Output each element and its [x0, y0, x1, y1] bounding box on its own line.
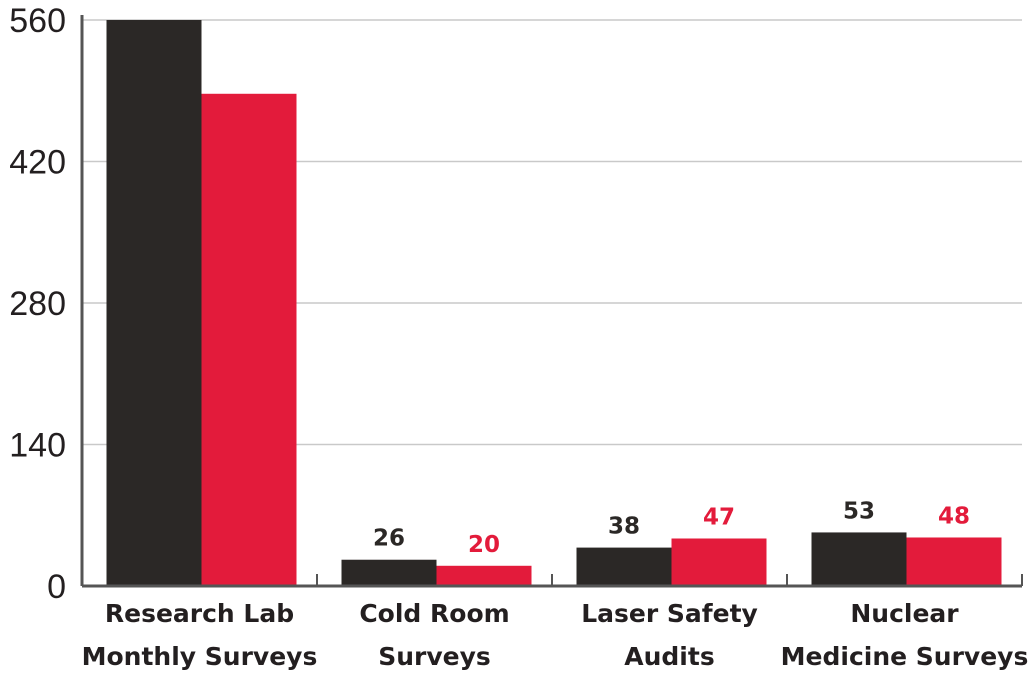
bar	[436, 565, 532, 586]
data-label: 20	[468, 532, 500, 558]
data-label: 26	[373, 526, 405, 552]
x-tick-label: Laser Safety	[581, 599, 758, 628]
data-label: 47	[703, 504, 735, 530]
x-tick-label: Audits	[624, 642, 714, 671]
bar	[106, 20, 202, 586]
data-label: 38	[608, 514, 640, 540]
axes	[80, 15, 1023, 588]
y-tick-label: 280	[9, 285, 66, 323]
y-tick-label: 0	[47, 568, 66, 606]
x-tick-label: Surveys	[378, 642, 491, 671]
y-tick-label: 420	[9, 144, 66, 182]
bar	[671, 538, 767, 586]
bar	[906, 537, 1002, 586]
x-tick-label: Monthly Surveys	[82, 642, 318, 671]
x-tick-label: Nuclear	[850, 599, 959, 628]
x-tick-label: Research Lab	[105, 599, 294, 628]
data-label: 48	[938, 503, 970, 529]
bar	[811, 532, 907, 586]
data-labels: 26 20 38 47 53 48	[373, 498, 970, 557]
x-tick-labels: Research Lab Monthly Surveys Cold Room Surv…	[82, 599, 1029, 671]
data-label: 53	[843, 498, 875, 524]
x-tick-label: Cold Room	[359, 599, 509, 628]
x-tick-label: Medicine Surveys	[781, 642, 1029, 671]
y-tick-label: 560	[9, 2, 66, 40]
bar	[201, 93, 297, 587]
y-tick-label: 140	[9, 427, 66, 465]
bars	[106, 20, 1002, 587]
bar	[341, 559, 437, 586]
y-tick-labels: 0 140 280 420 560	[9, 2, 66, 606]
bar	[576, 547, 672, 586]
